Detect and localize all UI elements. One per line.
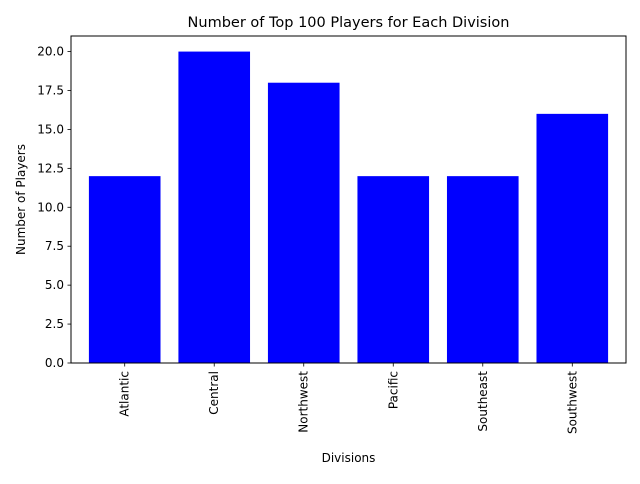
x-tick-label: Northwest [297, 371, 311, 433]
y-axis-ticks: 0.0 2.5 5.0 7.5 10.0 12.5 15.0 17.5 20.0 [37, 45, 71, 370]
y-tick-label: 2.5 [45, 317, 64, 331]
x-tick-label: Southeast [476, 371, 490, 432]
bar-southeast [446, 176, 519, 363]
bar-pacific [357, 176, 430, 363]
y-axis-label: Number of Players [14, 144, 28, 255]
y-tick-label: 17.5 [37, 84, 64, 98]
y-tick-label: 20.0 [37, 45, 64, 59]
chart-title: Number of Top 100 Players for Each Divis… [188, 15, 510, 31]
x-tick-label: Pacific [386, 371, 400, 409]
y-tick-label: 7.5 [45, 239, 64, 253]
y-tick-label: 0.0 [45, 356, 64, 370]
y-tick-label: 10.0 [37, 200, 64, 214]
bar-northwest [267, 82, 340, 363]
y-tick-label: 15.0 [37, 122, 64, 136]
y-tick-label: 5.0 [45, 278, 64, 292]
bar-southwest [536, 113, 609, 363]
bars [88, 51, 609, 363]
bar-central [178, 51, 251, 363]
bar-atlantic [88, 176, 161, 363]
x-tick-label: Central [207, 371, 221, 415]
x-axis-ticks: Atlantic Central Northwest Pacific Southeast… [118, 363, 579, 434]
plot-frame [70, 35, 627, 364]
y-tick-label: 12.5 [37, 161, 64, 175]
x-tick-label: Atlantic [118, 371, 132, 417]
x-axis-label: Divisions [322, 451, 376, 465]
x-tick-label: Southwest [565, 371, 579, 434]
